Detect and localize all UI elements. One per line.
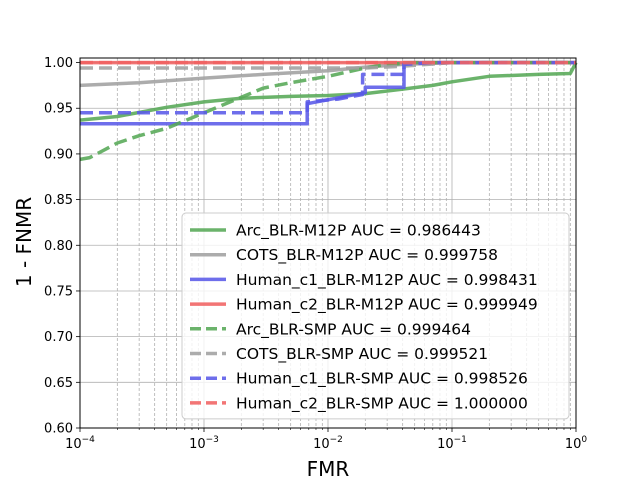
legend-label-1: Arc_BLR-M12P AUC = 0.986443 <box>236 222 481 241</box>
legend: Arc_BLR-M12P AUC = 0.986443 COTS_BLR-M12P… <box>181 212 570 420</box>
legend-label-8: Human_c2_BLR-SMP AUC = 1.000000 <box>236 394 528 413</box>
x-tick-label: 100 <box>565 435 588 452</box>
series-line-5 <box>79 60 576 162</box>
series-line-6 <box>80 60 576 70</box>
legend-box <box>181 212 570 420</box>
x-tick-label: 10−1 <box>437 435 467 452</box>
x-tick-label: 10−4 <box>65 435 95 452</box>
y-tick-label: 0.90 <box>44 147 73 162</box>
legend-label-5: Arc_BLR-SMP AUC = 0.999464 <box>236 320 471 339</box>
legend-label-6: COTS_BLR-SMP AUC = 0.999521 <box>236 345 488 364</box>
y-tick-label: 0.95 <box>44 102 73 117</box>
x-tick-label: 10−3 <box>189 435 219 452</box>
legend-label-2: COTS_BLR-M12P AUC = 0.999758 <box>236 246 498 265</box>
y-tick-label: 1.00 <box>44 56 73 71</box>
y-tick-label: 0.80 <box>44 239 73 254</box>
series-line-7 <box>80 60 576 115</box>
legend-label-4: Human_c2_BLR-M12P AUC = 0.999949 <box>236 296 538 315</box>
y-axis-label: 1 - FNMR <box>12 197 36 287</box>
y-tick-label: 0.65 <box>44 376 73 391</box>
x-axis-label: FMR <box>307 457 350 480</box>
y-tick-label: 0.60 <box>44 422 73 437</box>
series-lines <box>79 60 578 162</box>
y-tick-label: 0.75 <box>44 284 73 299</box>
axis-ticks: 10−4 10−3 10−2 10−1 100 0.60 0.65 0.70 0.75 0.80 0… <box>44 56 587 452</box>
y-tick-label: 0.85 <box>44 193 73 208</box>
x-tick-label: 10−2 <box>313 435 343 452</box>
legend-label-7: Human_c1_BLR-SMP AUC = 0.998526 <box>236 370 528 389</box>
legend-label-3: Human_c1_BLR-M12P AUC = 0.998431 <box>236 271 538 290</box>
y-tick-label: 0.70 <box>44 330 73 345</box>
